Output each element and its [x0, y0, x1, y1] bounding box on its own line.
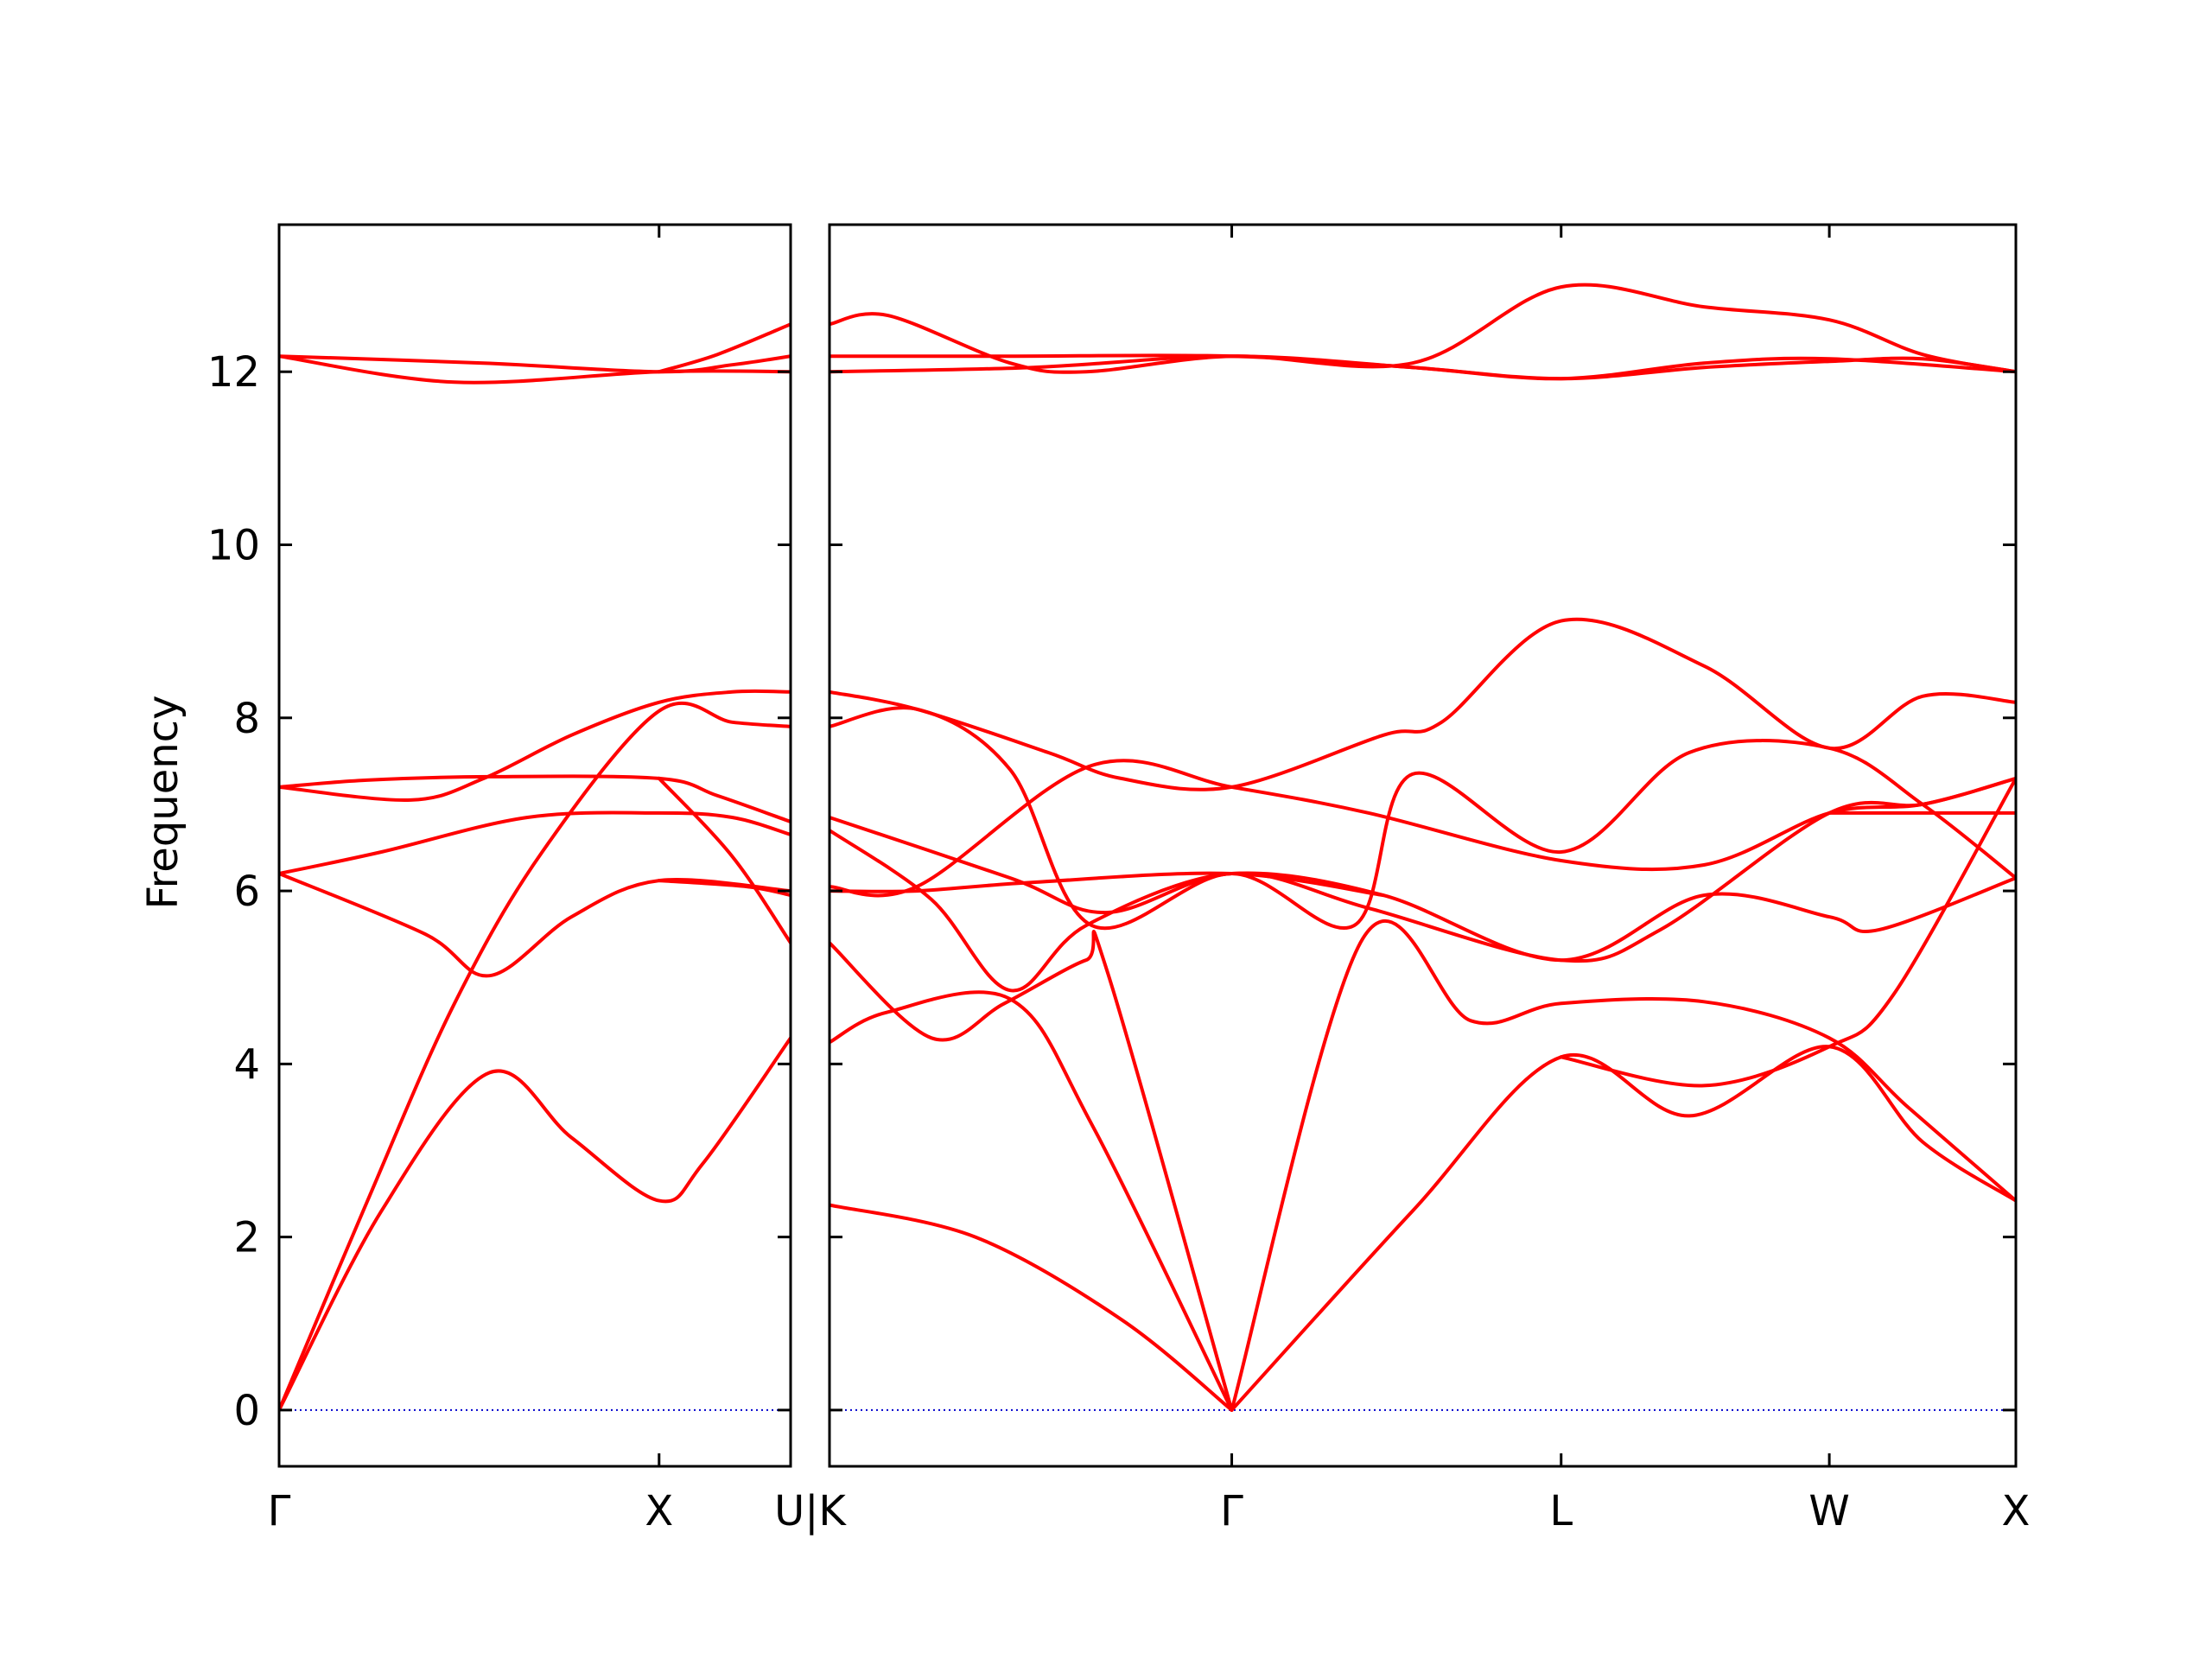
band-line: [657, 879, 791, 898]
band-group: [830, 283, 2016, 1412]
y-tick-label: 4: [233, 1040, 260, 1089]
band-line: [279, 354, 791, 374]
y-tick-label: 2: [233, 1214, 260, 1262]
band-line: [279, 1036, 791, 1412]
band-line: [279, 689, 791, 803]
band-line: [279, 872, 791, 978]
band-line: [830, 354, 2016, 381]
band-line: [830, 283, 2016, 374]
band-line: [830, 816, 2016, 963]
y-tick-label: 0: [233, 1387, 260, 1435]
band-group: [279, 322, 791, 1412]
band-line: [830, 930, 1234, 1412]
x-tick-label: Γ: [1220, 1487, 1243, 1535]
band-line: [830, 990, 1234, 1412]
x-tick-label: L: [1549, 1487, 1573, 1535]
x-tick-label: X: [645, 1487, 673, 1535]
band-line: [1230, 1045, 2016, 1412]
band-line: [1230, 919, 2016, 1412]
panel-1: 0 2 4 6 8 10 12 Γ X: [207, 223, 792, 1535]
band-line: [657, 776, 791, 945]
band-line: [830, 1203, 1234, 1412]
band-line: [279, 774, 791, 823]
y-tick-label: 10: [207, 522, 260, 570]
band-line: [1559, 776, 2016, 1088]
band-line: [830, 871, 1385, 898]
band-line: [279, 810, 791, 875]
x-tick-label: W: [1808, 1487, 1849, 1535]
y-tick-label: 12: [207, 348, 260, 397]
band-line: [279, 701, 791, 1412]
axes-frame: [277, 223, 792, 1468]
band-line: [830, 759, 2016, 898]
x-tick-label: U|K: [774, 1487, 847, 1535]
y-axis-title: Frequency: [139, 696, 188, 910]
y-tick-label: 8: [233, 695, 260, 743]
x-tick-label: Γ: [268, 1487, 291, 1535]
y-tick-label: 6: [233, 868, 260, 916]
x-tick-label: X: [2002, 1487, 2031, 1535]
axes-frame: [828, 223, 2018, 1468]
panel-2: U|K Γ L W X: [774, 223, 2031, 1535]
panels-layer: 0 2 4 6 8 10 12 Γ X U|K Γ L W X: [207, 223, 2031, 1535]
band-line: [279, 354, 791, 385]
band-line: [657, 322, 791, 374]
band-line: [830, 706, 2016, 931]
